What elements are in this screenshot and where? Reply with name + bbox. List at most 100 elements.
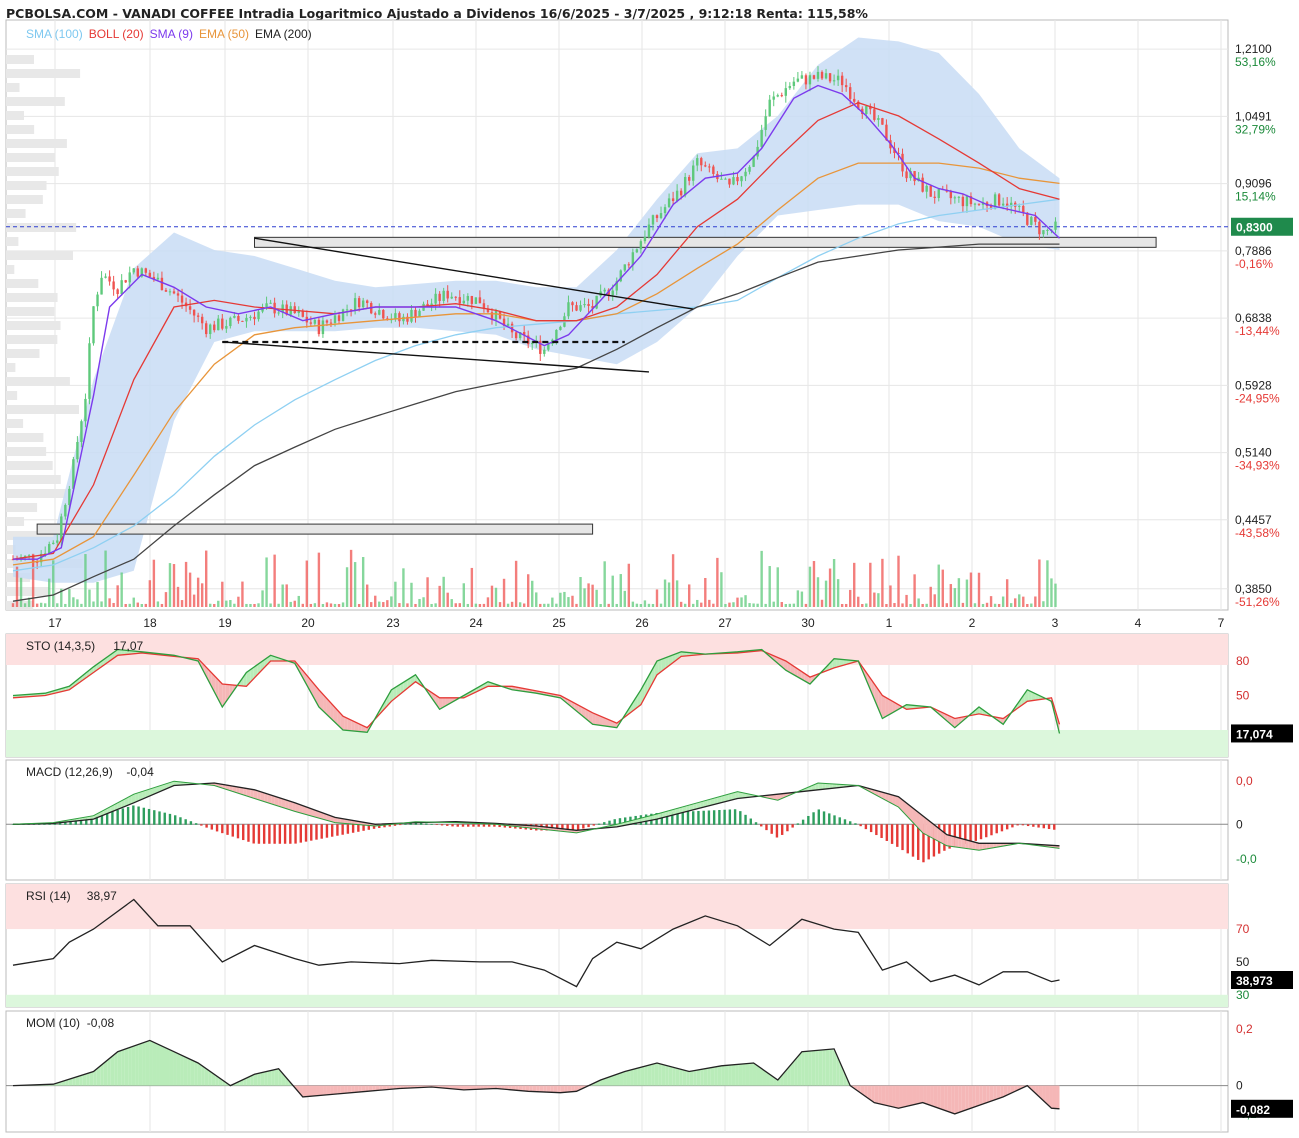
sto-fill: [326, 698, 331, 718]
macd-fill: [944, 832, 948, 846]
mom-fill: [469, 1085, 474, 1090]
volume-profile-bar: [6, 475, 61, 484]
rsi-line: [12, 898, 1060, 988]
mom-fill: [361, 1085, 366, 1092]
candle-body: [969, 196, 973, 205]
sto-fill: [658, 659, 662, 674]
mom-fill: [742, 1063, 746, 1086]
volume-bar: [168, 563, 172, 607]
volume-profile-bar: [6, 279, 39, 288]
mom-fill: [647, 1064, 652, 1086]
mom-fill: [536, 1085, 540, 1092]
indicator-value: -0,08: [87, 1016, 115, 1030]
candle-body: [132, 268, 135, 273]
mom-fill: [379, 1085, 383, 1091]
candle-body: [76, 441, 79, 460]
macd-histogram-bar: [461, 824, 465, 827]
macd-fill: [271, 795, 275, 805]
volume-bar: [977, 572, 981, 607]
macd-fill: [246, 788, 251, 798]
sto-fill: [592, 712, 596, 725]
volume-profile-bar: [6, 419, 24, 428]
mom-fill: [567, 1085, 572, 1093]
mom-fill: [124, 1048, 129, 1086]
candle-body: [301, 311, 304, 317]
macd-fill: [340, 818, 345, 824]
candle-body: [366, 300, 369, 304]
level-label: 70: [1236, 922, 1250, 936]
candle-body: [671, 198, 675, 202]
candle-body: [639, 241, 643, 250]
x-tick-label: 20: [301, 616, 315, 630]
mom-fill: [89, 1071, 94, 1086]
macd-fill: [714, 797, 718, 805]
macd-fill: [769, 794, 774, 800]
level-label: 0: [1236, 1079, 1243, 1093]
overbought-zone: [6, 884, 1228, 930]
volume-bar: [470, 567, 474, 607]
macd-fill: [912, 808, 917, 827]
candle-body: [466, 295, 470, 301]
macd-histogram-bar: [289, 824, 292, 844]
macd-histogram-bar: [388, 824, 391, 827]
sto-fill: [351, 720, 355, 732]
volume-bar: [543, 603, 546, 607]
sto-fill: [208, 669, 212, 688]
candle-body: [728, 178, 731, 185]
volume-bar: [607, 603, 610, 607]
volume-bar: [52, 560, 55, 607]
macd-fill: [142, 790, 146, 800]
volume-bar: [474, 603, 478, 607]
volume-bar: [877, 593, 880, 607]
macd-histogram-bar: [236, 824, 240, 839]
candle-body: [402, 316, 405, 322]
volume-bar: [386, 600, 389, 607]
volume-bar: [245, 603, 248, 607]
volume-bar: [792, 603, 796, 607]
current-price-badge: [1231, 217, 1293, 236]
candle-body: [752, 156, 755, 167]
candle-body: [627, 264, 631, 266]
y-tick-pct: -51,26%: [1235, 595, 1280, 609]
y-tick-label: 1,0491: [1235, 109, 1272, 123]
volume-profile-bar: [6, 363, 16, 372]
volume-profile-bar: [6, 307, 55, 316]
sto-fill: [72, 681, 76, 688]
volume-bar: [925, 603, 928, 607]
oversold-zone: [6, 730, 1228, 757]
macd-histogram-bar: [372, 824, 376, 829]
mom-fill: [689, 1070, 694, 1086]
mom-fill: [354, 1085, 359, 1093]
macd-histogram-bar: [467, 824, 470, 827]
macd-fill: [668, 809, 673, 817]
candle-body: [567, 302, 570, 317]
mom-fill: [278, 1068, 282, 1086]
y-tick-label: 0,5140: [1235, 446, 1272, 460]
macd-histogram-bar: [1000, 824, 1004, 832]
candle-body: [124, 280, 127, 283]
candle-body: [804, 75, 808, 85]
macd-histogram-bar: [592, 824, 596, 826]
y-tick-pct: -43,58%: [1235, 526, 1280, 540]
volume-bar: [152, 559, 156, 607]
volume-profile-bar: [6, 349, 40, 358]
mom-fill: [832, 1049, 837, 1086]
macd-histogram-bar: [723, 809, 726, 825]
macd-fill: [773, 794, 777, 801]
volume-bar: [120, 572, 123, 607]
candle-body: [679, 190, 683, 196]
macd-fill: [232, 786, 237, 793]
macd-histogram-bar: [435, 824, 439, 825]
mom-fill: [857, 1085, 861, 1093]
volume-bar: [289, 601, 292, 607]
mom-fill: [183, 1056, 188, 1086]
candle-body: [579, 305, 582, 311]
sto-fill: [874, 684, 879, 709]
macd-fill: [672, 808, 676, 816]
candle-body: [953, 197, 957, 199]
volume-bar: [305, 560, 309, 607]
candle-body: [571, 302, 574, 306]
macd-histogram-bar: [419, 822, 423, 825]
volume-bar: [655, 589, 659, 607]
macd-histogram-bar: [315, 824, 318, 840]
